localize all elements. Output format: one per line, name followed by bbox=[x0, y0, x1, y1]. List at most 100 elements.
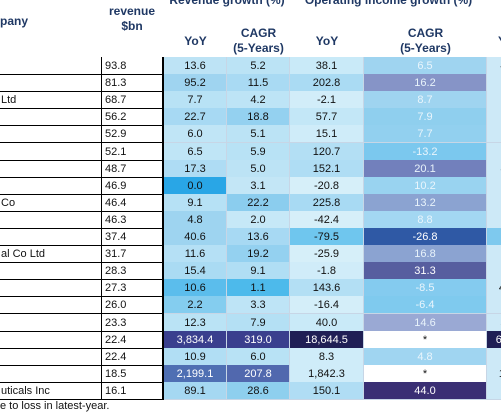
revenue-yoy-cell: 2,199.1 bbox=[164, 364, 227, 383]
revenue-cell: 52.9 bbox=[102, 125, 164, 144]
revenue-cagr-cell: 5.0 bbox=[227, 159, 290, 178]
operating-income-growth-group-header: Operating income growth (%) bbox=[304, 0, 473, 7]
next-yoy-cell: -9 bbox=[487, 228, 501, 246]
income-yoy-cell: -2.1 bbox=[290, 91, 364, 110]
income-yoy-cell: 8.3 bbox=[290, 347, 364, 366]
income-yoy-cell: 152.1 bbox=[290, 159, 364, 178]
income-cagr-cell: 7.7 bbox=[364, 125, 487, 144]
revenue-cell: 31.7 bbox=[102, 245, 164, 264]
income-cagr-cell: -26.8 bbox=[364, 228, 487, 246]
income-cagr-cell: 16.8 bbox=[364, 245, 487, 264]
income-cagr-cell: 44.0 bbox=[364, 381, 487, 400]
income-yoy-cell: 120.7 bbox=[290, 142, 364, 161]
revenue-cagr-cell: 22.2 bbox=[227, 193, 290, 212]
income-yoy-cell: 57.7 bbox=[290, 108, 364, 127]
income-yoy-cell: 1,842.3 bbox=[290, 364, 364, 383]
company-name-cell bbox=[0, 74, 102, 93]
table-row: 56.222.718.857.77.915 bbox=[0, 108, 501, 127]
revenue-cell: 81.3 bbox=[102, 74, 164, 93]
revenue-yoy-cell: 22.7 bbox=[164, 108, 227, 127]
revenue-cagr-cell: 4.2 bbox=[227, 91, 290, 110]
revenue-cagr-cell: 28.6 bbox=[227, 381, 290, 400]
income-yoy-cell: -20.8 bbox=[290, 176, 364, 195]
next-yoy-cell: 10 bbox=[487, 142, 501, 161]
revenue-cell: 46.3 bbox=[102, 210, 164, 229]
revenue-cagr-cell: 9.1 bbox=[227, 262, 290, 281]
revenue-cagr-header: CAGR (5-Years) bbox=[233, 26, 284, 55]
revenue-cagr-cell: 19.2 bbox=[227, 245, 290, 264]
next-yoy-cell: 84 bbox=[487, 159, 501, 178]
table-row: 23.312.37.940.014.653 bbox=[0, 313, 501, 332]
revenue-yoy-cell: 3,834.4 bbox=[164, 330, 227, 349]
income-cagr-cell: 6.5 bbox=[364, 57, 487, 75]
company-name-cell bbox=[0, 57, 102, 75]
revenue-yoy-cell: 40.6 bbox=[164, 228, 227, 246]
income-cagr-cell: * bbox=[364, 330, 487, 349]
next-yoy-cell: - bbox=[487, 91, 501, 110]
revenue-yoy-cell: 6.0 bbox=[164, 125, 227, 144]
next-yoy-cell: 4,9 bbox=[487, 279, 501, 298]
income-cagr-cell: 4.8 bbox=[364, 347, 487, 366]
next-yoy-cell: 19 bbox=[487, 125, 501, 144]
revenue-cell: 68.7 bbox=[102, 91, 164, 110]
table-row: 93.813.65.238.16.541 bbox=[0, 57, 501, 75]
income-yoy-cell: 202.8 bbox=[290, 74, 364, 93]
next-yoy-cell: -4 bbox=[487, 210, 501, 229]
revenue-cell: 93.8 bbox=[102, 57, 164, 75]
company-column-header: pany bbox=[0, 14, 29, 28]
income-cagr-cell: -13.2 bbox=[364, 142, 487, 161]
company-name-cell bbox=[0, 142, 102, 161]
revenue-cagr-cell: 3.3 bbox=[227, 296, 290, 315]
revenue-cell: 22.4 bbox=[102, 347, 164, 366]
next-yoy-header: Y bbox=[487, 26, 501, 56]
revenue-cagr-cell: 18.8 bbox=[227, 108, 290, 127]
revenue-cell: 23.3 bbox=[102, 313, 164, 332]
company-name-cell bbox=[0, 108, 102, 127]
revenue-cell: 46.9 bbox=[102, 176, 164, 195]
revenue-yoy-cell: 2.2 bbox=[164, 296, 227, 315]
footnote: e to loss in latest-year. bbox=[0, 400, 110, 412]
income-yoy-cell: 15.1 bbox=[290, 125, 364, 144]
income-cagr-cell: 8.7 bbox=[364, 91, 487, 110]
revenue-cagr-cell: 207.8 bbox=[227, 364, 290, 383]
table-row: 28.315.49.1-1.831.3- bbox=[0, 262, 501, 281]
table-row: 46.34.82.0-42.48.8-4 bbox=[0, 210, 501, 229]
next-yoy-cell: 53 bbox=[487, 313, 501, 332]
revenue-cell: 52.1 bbox=[102, 142, 164, 161]
company-name-cell bbox=[0, 296, 102, 315]
revenue-yoy-cell: 95.2 bbox=[164, 74, 227, 93]
company-name-cell bbox=[0, 210, 102, 229]
next-yoy-cell: 1,7 bbox=[487, 364, 501, 383]
revenue-yoy-cell: 89.1 bbox=[164, 381, 227, 400]
revenue-cell: 28.3 bbox=[102, 262, 164, 281]
revenue-cell: 22.4 bbox=[102, 330, 164, 349]
table-row: 52.96.05.115.17.719 bbox=[0, 125, 501, 144]
income-yoy-cell: 143.6 bbox=[290, 279, 364, 298]
income-cagr-cell: 16.2 bbox=[364, 74, 487, 93]
revenue-yoy-cell: 10.6 bbox=[164, 279, 227, 298]
income-yoy-cell: -1.8 bbox=[290, 262, 364, 281]
revenue-yoy-cell: 9.1 bbox=[164, 193, 227, 212]
next-yoy-cell: 67,6 bbox=[487, 330, 501, 349]
company-name-cell bbox=[0, 313, 102, 332]
income-cagr-cell: * bbox=[364, 364, 487, 383]
income-cagr-cell: 20.1 bbox=[364, 159, 487, 178]
revenue-cagr-cell: 5.1 bbox=[227, 125, 290, 144]
revenue-cell: 26.0 bbox=[102, 296, 164, 315]
company-name-cell bbox=[0, 262, 102, 281]
revenue-cell: 27.3 bbox=[102, 279, 164, 298]
revenue-yoy-cell: 17.3 bbox=[164, 159, 227, 178]
company-name-cell bbox=[0, 159, 102, 178]
next-yoy-cell: - bbox=[487, 262, 501, 281]
revenue-yoy-cell: 15.4 bbox=[164, 262, 227, 281]
income-yoy-cell: 18,644.5 bbox=[290, 330, 364, 349]
revenue-column-header: revenue $bn bbox=[108, 4, 156, 33]
revenue-cagr-cell: 6.0 bbox=[227, 347, 290, 366]
revenue-cagr-cell: 3.1 bbox=[227, 176, 290, 195]
revenue-yoy-cell: 13.6 bbox=[164, 57, 227, 75]
income-cagr-cell: -8.5 bbox=[364, 279, 487, 298]
